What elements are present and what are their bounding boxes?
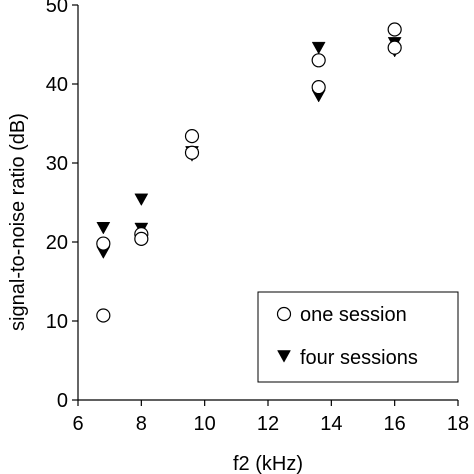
y-tick-label: 40 — [46, 74, 68, 96]
one-session-point — [184, 129, 200, 144]
four-sessions-point — [96, 222, 111, 235]
x-tick-label: 14 — [320, 413, 342, 435]
x-axis-title: f2 (kHz) — [233, 453, 303, 474]
legend-triangle-marker — [277, 350, 291, 363]
y-tick-label: 20 — [46, 232, 68, 254]
legend-circle-marker — [276, 306, 292, 322]
y-axis-ticks: 0 10 20 30 40 50 — [46, 0, 78, 412]
one-session-point — [184, 145, 200, 160]
four-sessions-point — [311, 41, 326, 55]
one-session-point — [96, 236, 111, 251]
x-axis-ticks: 6 8 10 12 14 16 18 — [72, 400, 469, 435]
four-sessions-point — [134, 193, 149, 207]
y-axis-title: signal-to-noise ratio (dB) — [7, 113, 29, 331]
x-tick-label: 12 — [257, 413, 279, 435]
one-session-point — [387, 22, 402, 37]
y-tick-label: 30 — [46, 153, 68, 175]
y-tick-label: 0 — [57, 390, 68, 412]
x-tick-label: 16 — [384, 413, 406, 435]
legend-label-one-session: one session — [300, 304, 407, 326]
one-session-point — [311, 53, 326, 68]
legend-label-four-sessions: four sessions — [300, 347, 418, 369]
legend: one session four sessions — [257, 291, 459, 383]
legend-marker-one-session — [276, 306, 292, 322]
one-session-point — [96, 308, 111, 323]
x-tick-label: 8 — [136, 413, 147, 435]
one-session-point — [387, 40, 402, 55]
x-tick-label: 10 — [194, 413, 216, 435]
legend-marker-four-sessions — [277, 350, 291, 363]
data-points — [96, 22, 402, 323]
y-tick-label: 10 — [46, 311, 68, 333]
one-session-point — [134, 231, 149, 246]
x-tick-label: 6 — [72, 413, 83, 435]
one-session-point — [311, 80, 326, 95]
y-tick-label: 50 — [46, 0, 68, 17]
legend-box — [257, 291, 459, 383]
x-tick-label: 18 — [447, 413, 469, 435]
